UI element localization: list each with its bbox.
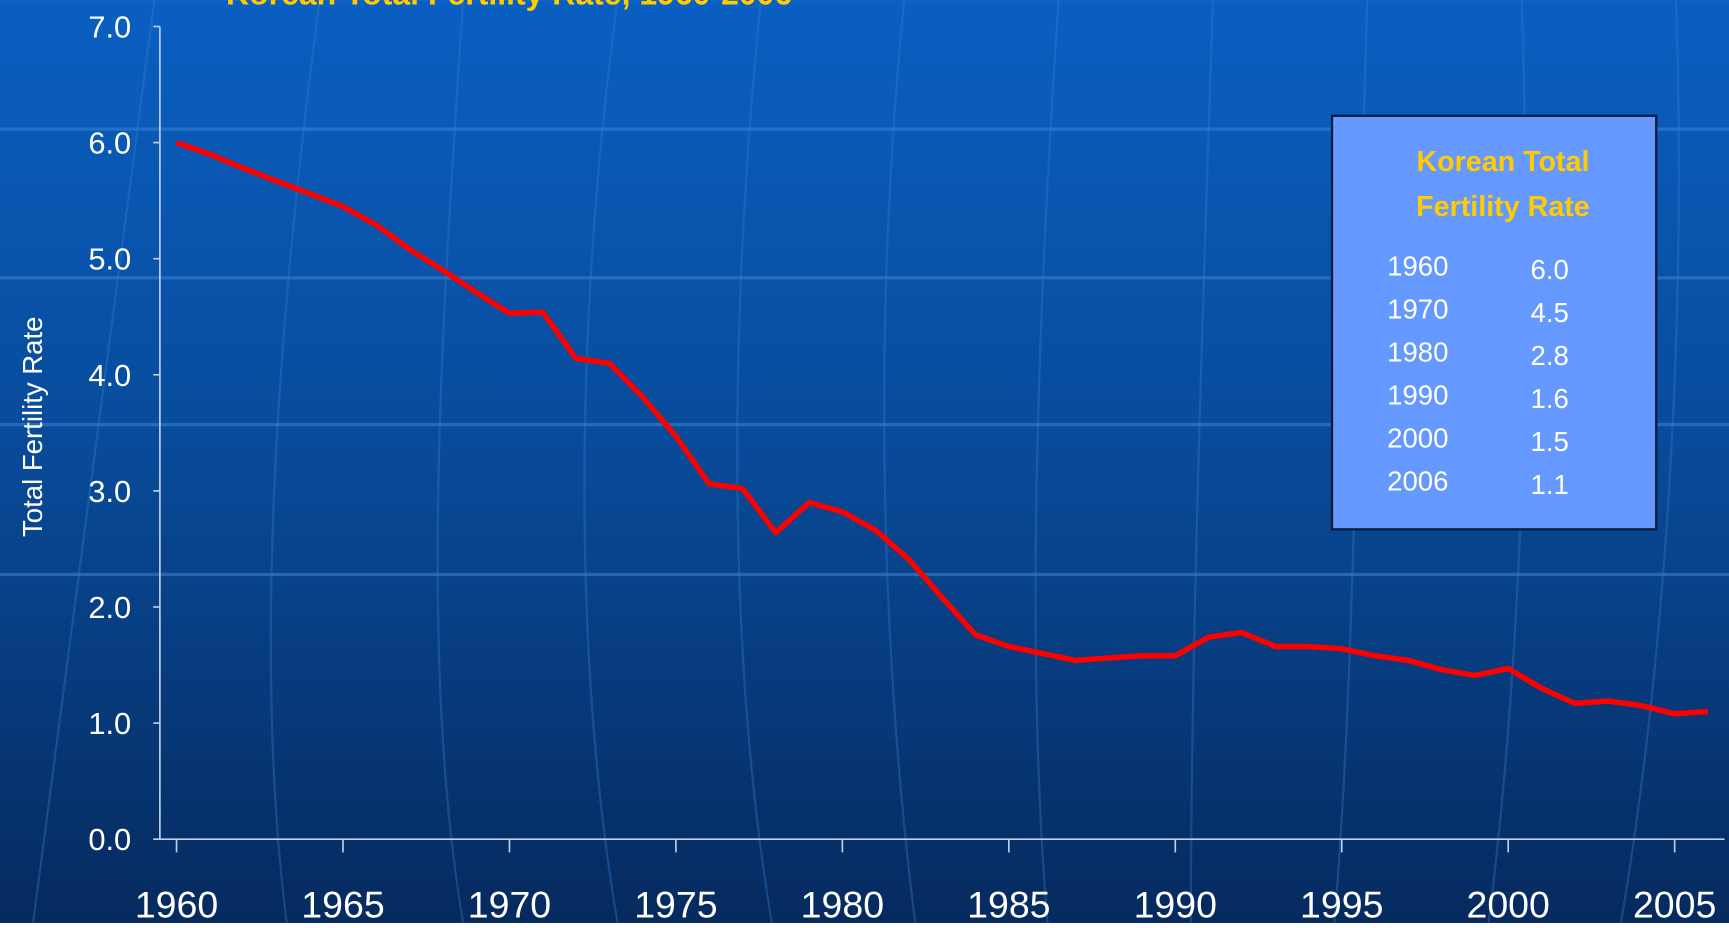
table-year: 1980	[1387, 337, 1448, 368]
x-tick-label: 1995	[1300, 883, 1383, 923]
chart-title: Korean Total Fertility Rate, 1960-2006	[226, 0, 792, 11]
x-tick-label: 1970	[468, 883, 551, 923]
x-tick-label: 1985	[967, 883, 1050, 923]
table-value: 1.6	[1531, 383, 1569, 414]
x-tick-label: 1965	[301, 883, 384, 923]
table-value: 6.0	[1531, 254, 1569, 285]
y-tick-label: 0.0	[88, 822, 131, 857]
y-tick-label: 7.0	[88, 10, 131, 45]
y-tick-label: 6.0	[88, 126, 131, 161]
y-axis-label: Total Fertility Rate	[17, 317, 48, 537]
y-tick-label: 1.0	[88, 706, 131, 741]
x-tick-label: 2005	[1633, 883, 1716, 923]
y-tick-label: 3.0	[88, 474, 131, 509]
table-year: 2006	[1387, 466, 1448, 497]
y-tick-label: 4.0	[88, 358, 131, 393]
table-value: 2.8	[1531, 340, 1569, 371]
inset-title: Korean Total	[1416, 146, 1589, 178]
x-tick-label: 1975	[634, 883, 717, 923]
table-year: 1970	[1387, 294, 1448, 325]
data-line	[175, 139, 1709, 717]
inset-table: Korean Total Fertility Rate 1960 6.0 1970 4…	[1330, 114, 1658, 531]
table-value: 4.5	[1531, 297, 1569, 328]
table-year: 1960	[1387, 251, 1448, 282]
inset-box	[1330, 114, 1658, 531]
x-tick-label: 1980	[801, 883, 884, 923]
y-tick-label: 5.0	[88, 242, 131, 277]
table-year: 2000	[1387, 423, 1448, 454]
table-value: 1.5	[1531, 426, 1569, 457]
x-tick-label: 1960	[135, 883, 218, 923]
y-tick-label: 2.0	[88, 590, 131, 625]
table-year: 1990	[1387, 380, 1448, 411]
x-tick-label: 1990	[1134, 883, 1217, 923]
inset-title: Fertility Rate	[1416, 191, 1590, 223]
x-tick-label: 2000	[1466, 883, 1549, 923]
table-value: 1.1	[1531, 469, 1569, 500]
